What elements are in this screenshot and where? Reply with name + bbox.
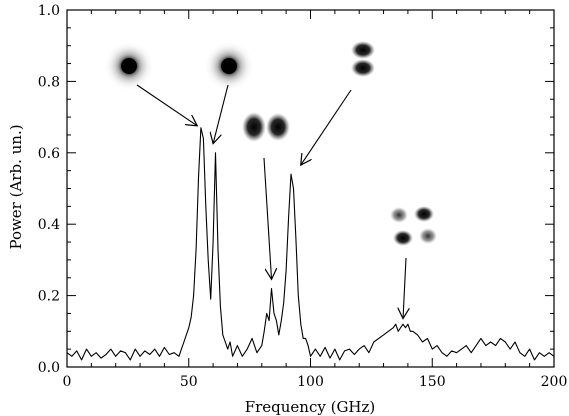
mode-annotation <box>390 206 437 319</box>
y-tick-label: 0.8 <box>38 74 60 90</box>
mode-annotation <box>105 42 197 126</box>
mode-lobe <box>351 59 375 77</box>
x-tick-label: 150 <box>419 374 446 390</box>
y-axis-label: Power (Arb. un.) <box>7 124 25 249</box>
y-tick-label: 0.6 <box>38 146 60 162</box>
x-tick-label: 100 <box>297 374 324 390</box>
y-tick-label: 0.0 <box>38 360 60 376</box>
mode-lobe <box>414 206 434 222</box>
mode-annotation <box>242 112 290 279</box>
y-tick-label: 1.0 <box>38 3 60 19</box>
mode-arrow <box>136 84 197 126</box>
x-axis-label: Frequency (GHz) <box>245 398 376 416</box>
x-tick-label: 50 <box>180 374 198 390</box>
mode-center <box>221 58 237 74</box>
x-tick-label: 200 <box>541 374 568 390</box>
y-axis-ticks: 0.0 0.2 0.4 0.6 0.8 1.0 <box>38 3 554 376</box>
mode-annotation <box>205 42 253 144</box>
series-layer <box>66 127 555 361</box>
mode-center <box>121 58 137 74</box>
mode-lobe <box>390 207 408 223</box>
mode-lobe <box>393 230 413 246</box>
mode-lobe <box>242 112 266 142</box>
mode-arrow <box>263 157 272 279</box>
x-tick-label: 0 <box>63 374 72 390</box>
annotation-layer <box>105 41 437 319</box>
x-axis-ticks: 0 50 100 150 200 <box>63 10 568 390</box>
spectrum-line <box>66 127 555 361</box>
mode-lobe <box>419 228 437 244</box>
y-tick-label: 0.4 <box>38 217 60 233</box>
mode-lobe <box>351 41 375 59</box>
mode-lobe <box>266 113 290 141</box>
y-tick-label: 0.2 <box>38 289 60 305</box>
mode-arrow <box>301 89 352 165</box>
mode-arrow <box>403 257 406 319</box>
mode-annotation <box>301 41 375 165</box>
mode-arrow <box>213 84 229 144</box>
